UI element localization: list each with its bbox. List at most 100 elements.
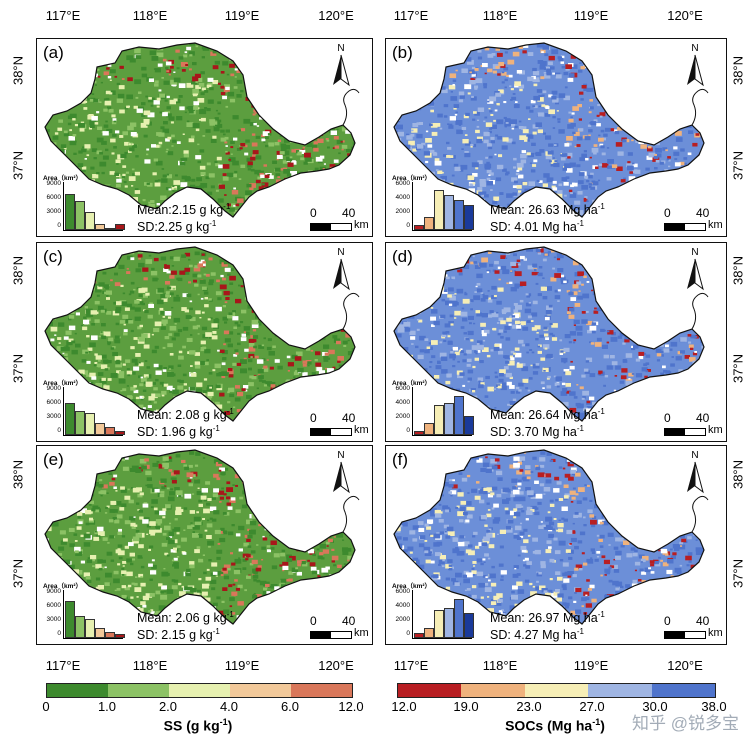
scale-bar-graphic bbox=[310, 631, 352, 639]
sd-value: SD: 1.96 g kg-1 bbox=[137, 424, 220, 440]
map-panel-a: (a) N Area（km²） 9000 6000 3000 0 Mean:2.15 g kg… bbox=[36, 38, 373, 237]
histogram-y-tick: 2000 bbox=[395, 616, 410, 623]
scale-zero: 0 bbox=[664, 206, 671, 220]
histogram-y-tick: 6000 bbox=[46, 602, 61, 609]
histogram-bar bbox=[444, 608, 454, 638]
panel-statistics: Mean: 2.08 g kg-1 SD: 1.96 g kg-1 bbox=[137, 405, 234, 439]
scale-zero: 0 bbox=[310, 206, 317, 220]
histogram-y-tick: 2000 bbox=[395, 413, 410, 420]
socs-legend-segment-0 bbox=[398, 684, 462, 697]
north-arrow-icon: N bbox=[328, 43, 354, 89]
bottom-lon-label-119-left: 119°E bbox=[224, 658, 260, 673]
lat-label-38-row2-left: 38°N bbox=[10, 255, 26, 286]
north-arrow-icon: N bbox=[328, 247, 354, 293]
histogram-bar bbox=[434, 610, 444, 638]
histogram-y-tick: 6000 bbox=[46, 399, 61, 406]
panel-statistics: Mean: 2.06 g kg-1 SD: 2.15 g kg-1 bbox=[137, 608, 234, 642]
socs-legend-tick-3: 27.0 bbox=[579, 699, 605, 714]
histogram-y-tick: 6000 bbox=[46, 194, 61, 201]
histogram-bar bbox=[65, 403, 75, 435]
histogram-x-axis bbox=[63, 638, 123, 639]
mean-value: Mean: 2.08 g kg-1 bbox=[137, 407, 234, 423]
ss-legend-segment-0 bbox=[47, 684, 108, 697]
histogram-bar bbox=[65, 601, 75, 638]
histogram-y-tick: 2000 bbox=[395, 208, 410, 215]
histogram-bar bbox=[414, 431, 424, 435]
histogram-bar bbox=[434, 405, 444, 435]
bottom-lon-label-118-left: 118°E bbox=[132, 658, 168, 673]
histogram-bar bbox=[95, 628, 105, 638]
area-histogram: Area（km²） 6000 4000 2000 0 bbox=[392, 580, 474, 640]
panel-label: (a) bbox=[43, 43, 64, 62]
histogram-y-axis bbox=[412, 182, 413, 230]
histogram-bar bbox=[454, 599, 464, 638]
ss-legend-tick-4: 6.0 bbox=[280, 699, 300, 714]
socs-legend-segment-2 bbox=[524, 684, 589, 697]
mean-value: Mean: 26.63 Mg ha-1 bbox=[490, 202, 605, 218]
sd-value: SD: 2.15 g kg-1 bbox=[137, 627, 220, 643]
socs-legend-tick-4: 30.0 bbox=[642, 699, 668, 714]
panel-label: (f) bbox=[392, 450, 409, 469]
histogram-y-tick: 0 bbox=[406, 427, 410, 434]
bottom-lon-label-117-left: 117°E bbox=[45, 658, 81, 673]
socs-legend-tick-5: 38.0 bbox=[701, 699, 727, 714]
map-panel-e: (e) N Area（km²） 9000 6000 3000 0 Mean: 2.06 g k… bbox=[36, 445, 373, 645]
scale-zero: 0 bbox=[664, 614, 671, 628]
map-panel-d: (d) N Area（km²） 6000 4000 2000 0 Mean: 26.64 Mg… bbox=[385, 242, 727, 442]
scale-unit: km bbox=[354, 219, 369, 231]
histogram-bar bbox=[454, 396, 464, 435]
area-histogram: Area（km²） 9000 6000 3000 0 bbox=[43, 377, 125, 437]
mean-value: Mean: 26.64 Mg ha-1 bbox=[490, 407, 605, 423]
scale-unit: km bbox=[708, 424, 723, 436]
scale-zero: 0 bbox=[310, 411, 317, 425]
histogram-bar bbox=[115, 224, 125, 230]
lat-label-38-row1-right: 38°N bbox=[730, 55, 746, 86]
histogram-bar bbox=[444, 403, 454, 435]
histogram-bar bbox=[434, 190, 444, 230]
histogram-bar bbox=[85, 212, 95, 230]
lat-label-38-row3-left: 38°N bbox=[10, 459, 26, 490]
sd-value: SD:2.25 g kg-1 bbox=[137, 219, 217, 235]
map-panel-f: (f) N Area（km²） 6000 4000 2000 0 Mean: 26.97 Mg… bbox=[385, 445, 727, 645]
sd-value: SD: 4.01 Mg ha-1 bbox=[490, 219, 584, 235]
histogram-bar bbox=[424, 628, 434, 638]
ss-color-legend bbox=[46, 683, 353, 698]
histogram-title: Area（km²） bbox=[43, 175, 83, 182]
socs-legend-tick-2: 23.0 bbox=[516, 699, 542, 714]
scale-zero: 0 bbox=[310, 614, 317, 628]
histogram-bar bbox=[105, 427, 115, 435]
sd-value: SD: 4.27 Mg ha-1 bbox=[490, 627, 584, 643]
bottom-lon-label-117-right: 117°E bbox=[393, 658, 429, 673]
histogram-bar bbox=[85, 619, 95, 638]
histogram-y-tick: 6000 bbox=[395, 385, 410, 392]
histogram-bar bbox=[414, 633, 424, 638]
area-histogram: Area（km²） 6000 4000 2000 0 bbox=[392, 377, 474, 437]
histogram-x-axis bbox=[412, 230, 472, 231]
top-lon-label-119-right: 119°E bbox=[573, 8, 609, 23]
map-panel-b: (b) N Area（km²） 6000 4000 2000 0 Mean: 26.63 Mg… bbox=[385, 38, 727, 237]
histogram-bar bbox=[464, 416, 474, 435]
lat-label-37-row1-right: 37°N bbox=[730, 150, 746, 181]
ss-legend-segment-4 bbox=[291, 684, 352, 697]
north-arrow-icon: N bbox=[682, 450, 708, 496]
socs-color-legend bbox=[397, 683, 716, 698]
histogram-y-tick: 3000 bbox=[46, 413, 61, 420]
histogram-title: Area（km²） bbox=[43, 583, 83, 590]
top-lon-label-117-left: 117°E bbox=[45, 8, 81, 23]
lat-label-38-row1-left: 38°N bbox=[10, 55, 26, 86]
scale-forty: 40 bbox=[696, 411, 710, 425]
histogram-y-tick: 0 bbox=[406, 222, 410, 229]
histogram-bar bbox=[424, 423, 434, 435]
scale-bar: 0 40 km bbox=[310, 411, 370, 441]
histogram-bar bbox=[115, 634, 125, 638]
histogram-y-axis bbox=[63, 182, 64, 230]
scale-forty: 40 bbox=[342, 411, 356, 425]
scale-unit: km bbox=[354, 627, 369, 639]
panel-statistics: Mean: 26.64 Mg ha-1 SD: 3.70 Mg ha-1 bbox=[490, 405, 605, 439]
socs-legend-tick-0: 12.0 bbox=[391, 699, 417, 714]
mean-value: Mean:2.15 g kg-1 bbox=[137, 202, 231, 218]
scale-forty: 40 bbox=[342, 206, 356, 220]
ss-legend-tick-0: 0 bbox=[42, 699, 50, 714]
north-arrow-icon: N bbox=[682, 247, 708, 293]
